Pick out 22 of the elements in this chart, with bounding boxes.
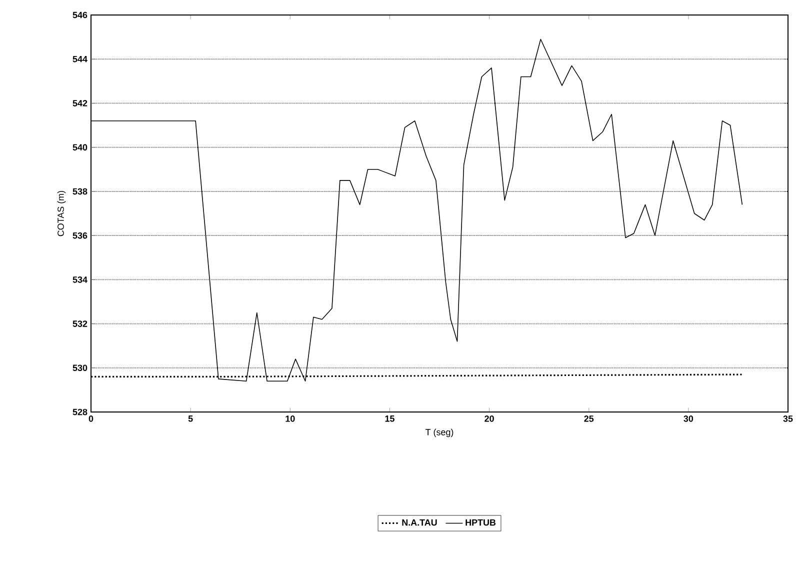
x-tick-label: 25 <box>584 416 594 422</box>
x-tick-label: 0 <box>88 416 94 422</box>
y-tick-label: 546 <box>72 12 88 18</box>
y-tick-label: 538 <box>72 188 88 195</box>
y-tick-label: 544 <box>72 56 88 62</box>
x-tick-label: 30 <box>684 416 694 422</box>
y-tick-label: 534 <box>72 276 88 283</box>
x-tick-label: 35 <box>783 416 793 422</box>
legend-label: HPTUB <box>466 519 496 526</box>
y-axis-title: COTAS (m) <box>57 190 66 236</box>
y-tick-label: 530 <box>72 364 88 372</box>
x-tick-label: 15 <box>385 416 394 422</box>
y-tick-label: 540 <box>72 144 88 151</box>
x-tick-label: 10 <box>286 416 295 422</box>
x-tick-label: 5 <box>188 416 193 422</box>
y-tick-label: 542 <box>72 100 88 106</box>
y-tick-label: 528 <box>72 408 88 416</box>
x-tick-label: 20 <box>484 416 494 422</box>
x-axis-title: T (seg) <box>426 428 454 438</box>
y-tick-label: 532 <box>72 320 88 327</box>
legend-label: N.A.TAU <box>402 519 437 526</box>
y-tick-label: 536 <box>72 232 88 239</box>
